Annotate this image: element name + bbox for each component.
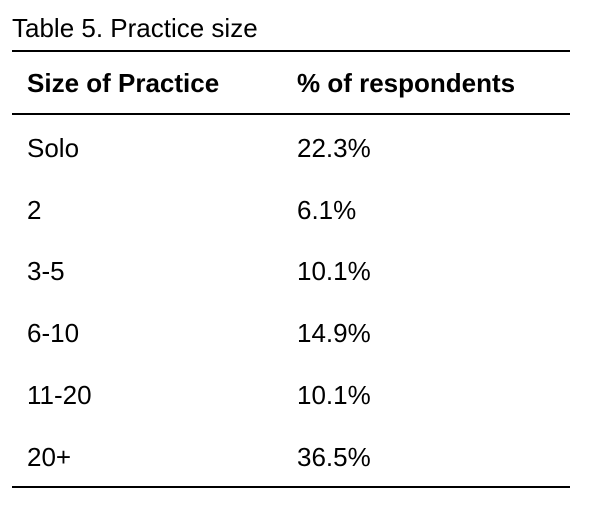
size-cell: 11-20 [27,380,92,410]
header-percent-of-respondents: % of respondents [297,68,516,98]
size-cell: 3-5 [27,256,65,286]
percent-cell: 6.1% [297,195,357,225]
percent-cell: 22.3% [297,133,371,163]
percent-cell: 14.9% [297,318,371,348]
percent-cell: 36.5% [297,442,371,472]
size-cell: 20+ [27,442,72,472]
header-size-of-practice: Size of Practice [27,68,220,98]
table-header-rule [12,113,570,115]
size-cell: 6-10 [27,318,80,348]
table-bottom-rule [12,486,570,488]
size-cell: 2 [27,195,42,225]
table-top-rule [12,50,570,52]
percent-cell: 10.1% [297,256,371,286]
size-cell: Solo [27,133,80,163]
percent-cell: 10.1% [297,380,371,410]
table-caption: Table 5. Practice size [12,13,258,43]
